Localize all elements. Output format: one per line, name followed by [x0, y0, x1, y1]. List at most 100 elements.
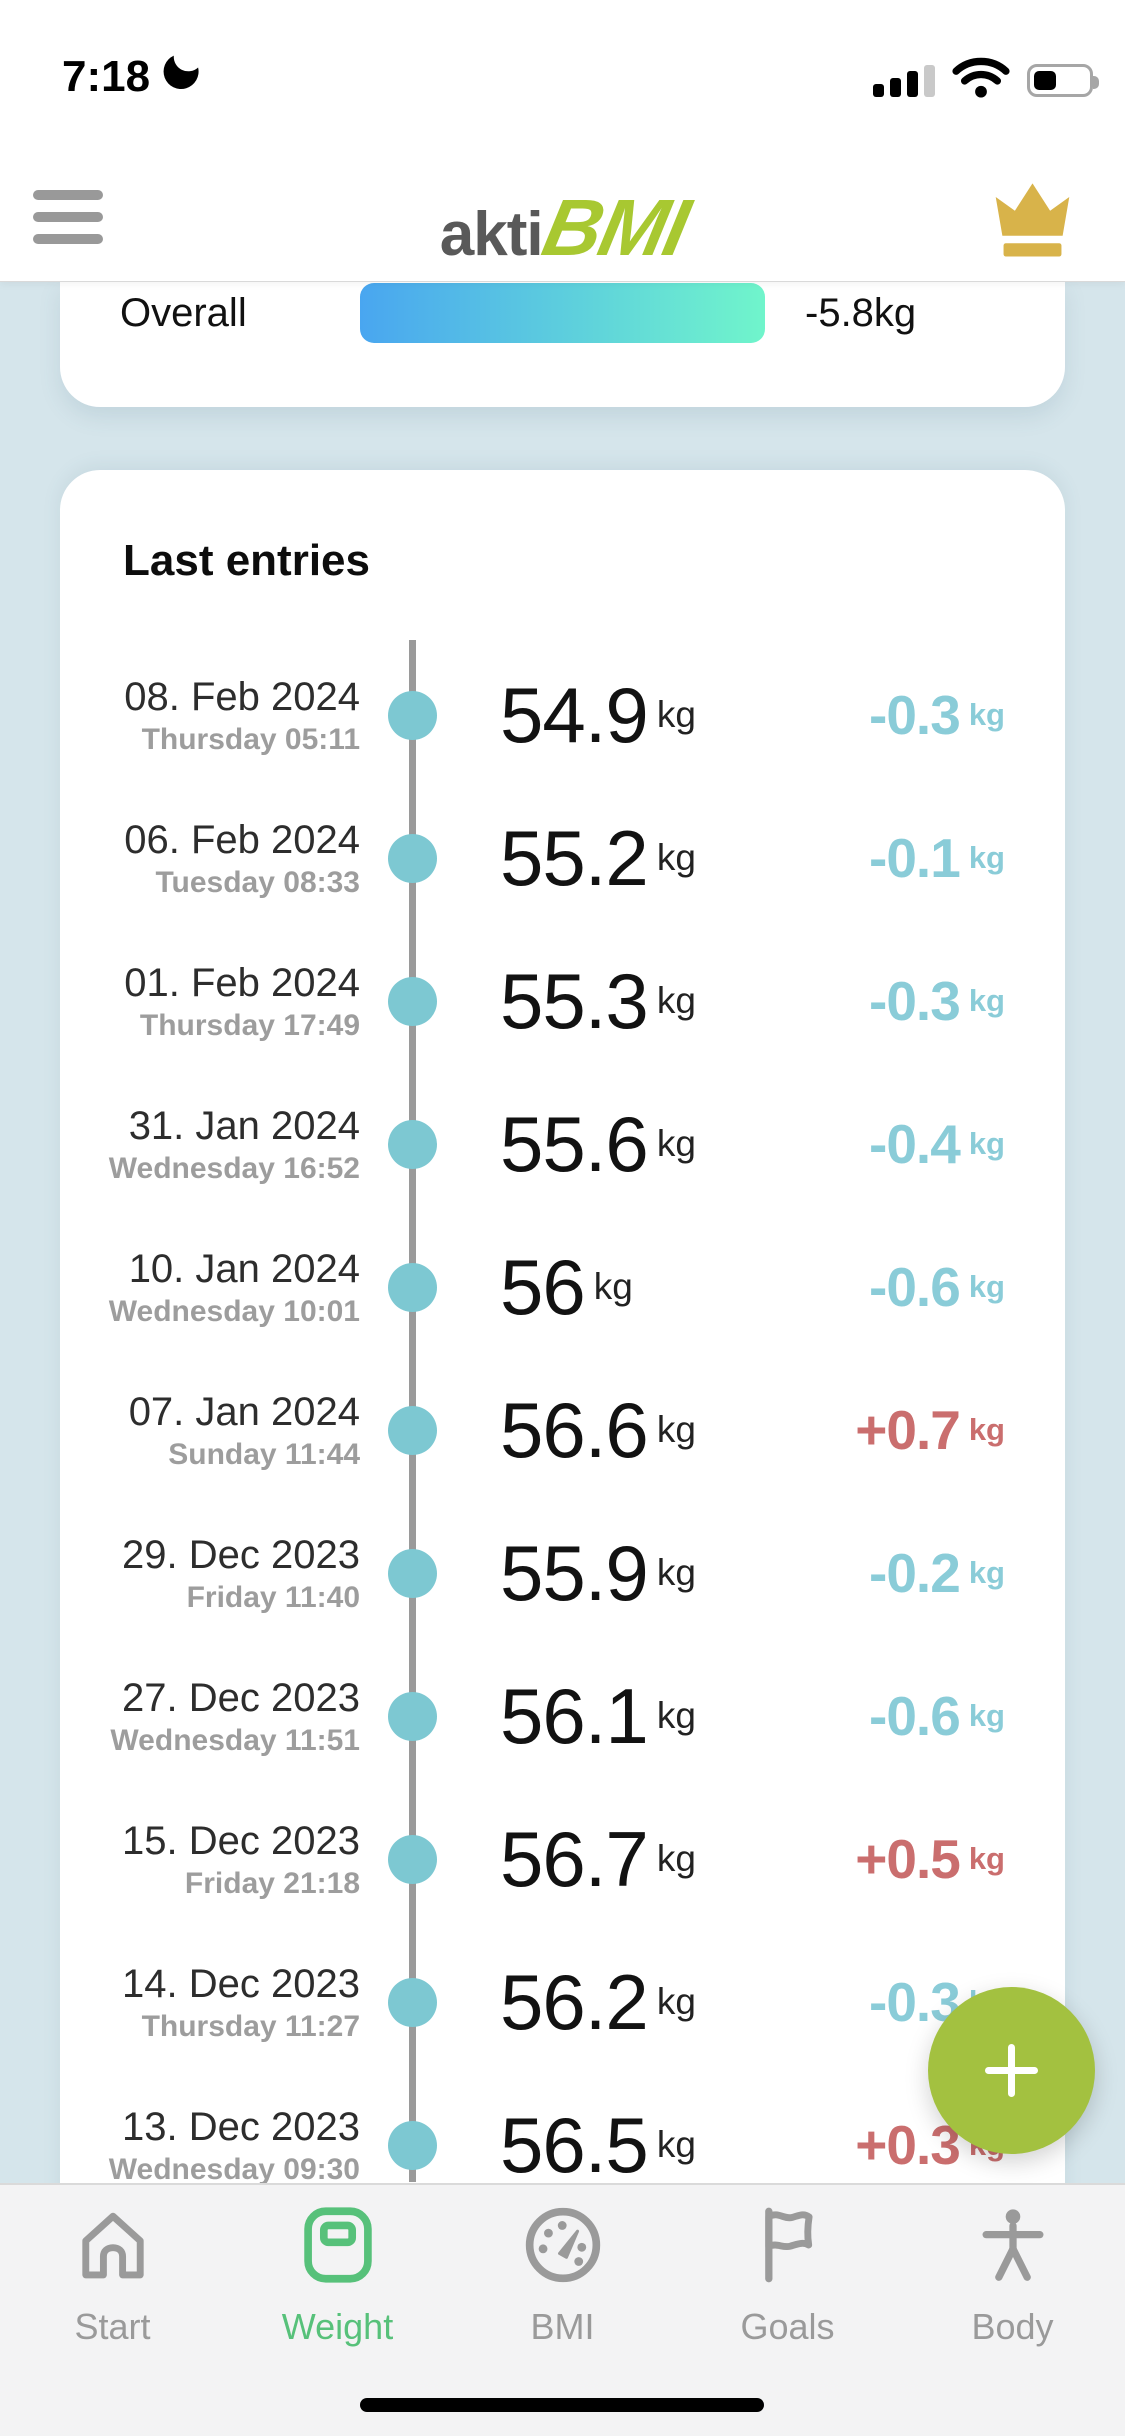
tab-weight[interactable]: Weight	[225, 2185, 450, 2436]
entry-row[interactable]: 08. Feb 2024 Thursday 05:11 54.9 kg -0.3…	[60, 644, 1065, 787]
entry-weight-unit: kg	[656, 1838, 696, 1879]
app-logo: akti BMI	[0, 148, 1125, 272]
entry-delta-unit: kg	[968, 840, 1005, 875]
entry-weight-unit: kg	[656, 2124, 696, 2165]
flag-icon	[742, 2199, 834, 2296]
entry-day-time: Wednesday 09:30	[108, 2152, 360, 2186]
status-bar-indicators	[873, 56, 1099, 105]
entry-delta-value: -0.3	[869, 970, 961, 1032]
entry-row[interactable]: 13. Dec 2023 Wednesday 09:30 56.5 kg +0.…	[60, 2074, 1065, 2217]
entry-weight-unit: kg	[656, 1123, 696, 1164]
timeline-dot	[388, 1834, 437, 1884]
overall-progress-bar	[360, 283, 765, 343]
entry-date: 14. Dec 2023	[122, 1961, 360, 2006]
entry-row[interactable]: 15. Dec 2023 Friday 21:18 56.7 kg +0.5 k…	[60, 1788, 1065, 1931]
timeline-dot	[388, 976, 437, 1026]
entry-weight: 55.2 kg	[500, 787, 696, 930]
entry-delta-unit: kg	[968, 1269, 1005, 1304]
entry-weight-unit: kg	[656, 837, 696, 878]
timeline-dot	[388, 1262, 437, 1312]
entry-date-block: 08. Feb 2024 Thursday 05:11	[80, 644, 360, 787]
plus-icon	[1008, 2044, 1015, 2097]
entry-delta-unit: kg	[968, 1126, 1005, 1161]
entry-date: 13. Dec 2023	[122, 2104, 360, 2149]
tab-body[interactable]: Body	[900, 2185, 1125, 2436]
entry-row[interactable]: 14. Dec 2023 Thursday 11:27 56.2 kg -0.3…	[60, 1931, 1065, 2074]
entry-weight-value: 56.7	[500, 1814, 649, 1903]
entry-date: 10. Jan 2024	[128, 1246, 360, 1291]
entry-row[interactable]: 29. Dec 2023 Friday 11:40 55.9 kg -0.2 k…	[60, 1502, 1065, 1645]
entry-weight: 54.9 kg	[500, 644, 696, 787]
timeline-dot	[388, 2120, 437, 2170]
entry-delta-unit: kg	[968, 983, 1005, 1018]
cellular-signal-icon	[873, 64, 935, 97]
header: 7:18	[0, 0, 1125, 281]
entry-weight: 55.6 kg	[500, 1073, 696, 1216]
hamburger-menu-button[interactable]	[33, 190, 103, 244]
entry-delta-value: +0.7	[855, 1399, 961, 1461]
entry-row[interactable]: 06. Feb 2024 Tuesday 08:33 55.2 kg -0.1 …	[60, 787, 1065, 930]
entry-weight: 56 kg	[500, 1216, 633, 1359]
entry-day-time: Friday 11:40	[186, 1580, 360, 1614]
entry-weight-unit: kg	[656, 1695, 696, 1736]
entry-weight: 56.6 kg	[500, 1359, 696, 1502]
entry-row[interactable]: 01. Feb 2024 Thursday 17:49 55.3 kg -0.3…	[60, 930, 1065, 1073]
entry-weight: 56.2 kg	[500, 1931, 696, 2074]
last-entries-title: Last entries	[123, 536, 370, 585]
entry-delta-value: -0.2	[869, 1542, 961, 1604]
entry-date: 31. Jan 2024	[128, 1103, 360, 1148]
entry-date-block: 27. Dec 2023 Wednesday 11:51	[80, 1645, 360, 1788]
entry-delta-value: -0.6	[869, 1685, 961, 1747]
entry-row[interactable]: 07. Jan 2024 Sunday 11:44 56.6 kg +0.7 k…	[60, 1359, 1065, 1502]
crown-premium-icon[interactable]	[985, 172, 1080, 262]
entry-delta: +0.7 kg	[855, 1359, 1005, 1502]
entry-delta-unit: kg	[968, 1698, 1005, 1733]
entry-delta-unit: kg	[968, 1841, 1005, 1876]
entry-weight-value: 55.2	[500, 813, 649, 902]
battery-icon	[1027, 64, 1099, 97]
entry-weight-value: 55.9	[500, 1528, 649, 1617]
entry-delta-unit: kg	[968, 1555, 1005, 1590]
entry-row[interactable]: 27. Dec 2023 Wednesday 11:51 56.1 kg -0.…	[60, 1645, 1065, 1788]
entry-date-block: 07. Jan 2024 Sunday 11:44	[80, 1359, 360, 1502]
add-entry-fab[interactable]	[928, 1987, 1095, 2154]
entry-day-time: Tuesday 08:33	[155, 865, 360, 899]
entry-date-block: 01. Feb 2024 Thursday 17:49	[80, 930, 360, 1073]
entry-delta: -0.2 kg	[869, 1502, 1005, 1645]
timeline-dot	[388, 1548, 437, 1598]
entry-day-time: Wednesday 16:52	[108, 1151, 360, 1185]
entry-delta-value: +0.5	[855, 1828, 961, 1890]
timeline-dot	[388, 833, 437, 883]
entry-row[interactable]: 31. Jan 2024 Wednesday 16:52 55.6 kg -0.…	[60, 1073, 1065, 1216]
entry-weight-value: 56.1	[500, 1671, 649, 1760]
entry-delta: -0.6 kg	[869, 1645, 1005, 1788]
tab-bar: Start Weight	[0, 2183, 1125, 2436]
entry-row[interactable]: 10. Jan 2024 Wednesday 10:01 56 kg -0.6 …	[60, 1216, 1065, 1359]
scale-icon	[292, 2199, 384, 2296]
entry-day-time: Friday 21:18	[184, 1866, 360, 1900]
logo-text-akti: akti	[439, 200, 544, 269]
tab-label-bmi: BMI	[530, 2306, 595, 2347]
entry-weight: 56.7 kg	[500, 1788, 696, 1931]
home-indicator[interactable]	[360, 2398, 764, 2412]
entry-delta: -0.4 kg	[869, 1073, 1005, 1216]
tab-bmi[interactable]: BMI	[450, 2185, 675, 2436]
entry-delta: -0.3 kg	[869, 930, 1005, 1073]
tab-goals[interactable]: Goals	[675, 2185, 900, 2436]
tab-start[interactable]: Start	[0, 2185, 225, 2436]
overall-progress-card: Overall -5.8kg	[60, 281, 1065, 407]
entry-delta-value: -0.3	[869, 684, 961, 746]
entry-day-time: Sunday 11:44	[168, 1437, 360, 1471]
entry-weight: 55.9 kg	[500, 1502, 696, 1645]
entry-delta: -0.3 kg	[869, 644, 1005, 787]
entry-weight: 56.1 kg	[500, 1645, 696, 1788]
entry-date-block: 15. Dec 2023 Friday 21:18	[80, 1788, 360, 1931]
entry-date: 01. Feb 2024	[124, 960, 360, 1005]
overall-value: -5.8kg	[805, 290, 917, 335]
timeline-dot	[388, 1405, 437, 1455]
entry-weight-value: 55.6	[500, 1099, 649, 1188]
entry-weight-unit: kg	[656, 980, 696, 1021]
entry-delta-unit: kg	[968, 697, 1005, 732]
entry-date: 07. Jan 2024	[128, 1389, 360, 1434]
